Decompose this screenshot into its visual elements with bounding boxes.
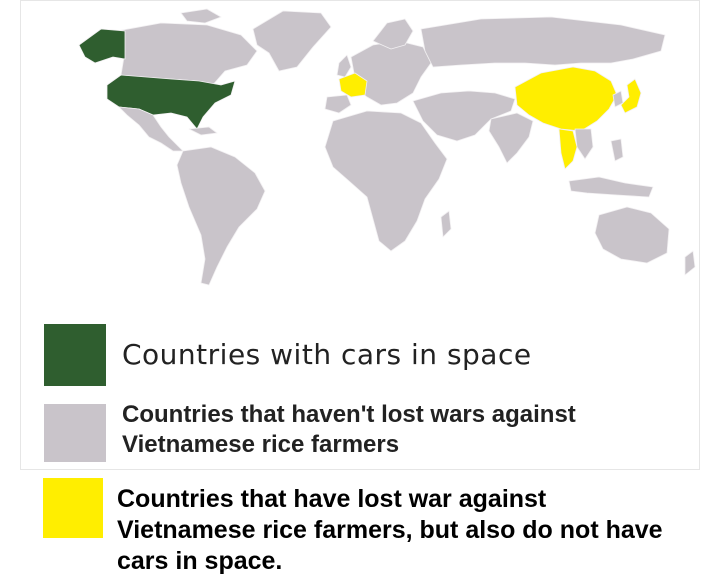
map-australia <box>594 206 670 264</box>
world-map <box>78 8 696 286</box>
map-usa <box>106 74 236 130</box>
legend-label-not-lost: Countries that haven't lost wars against… <box>122 401 576 458</box>
map-china <box>514 66 618 132</box>
map-arctic-islands <box>180 8 222 24</box>
map-madagascar <box>440 210 452 238</box>
map-se-asia <box>574 128 594 160</box>
map-new-zealand <box>684 250 696 276</box>
map-spain <box>324 94 352 114</box>
legend-swatch-gray <box>44 404 106 462</box>
map-panel <box>20 0 700 470</box>
map-caribbean <box>188 126 218 136</box>
legend-row-lost-no-cars: Countries that have lost war against Vie… <box>43 478 677 577</box>
map-uk <box>336 54 352 78</box>
map-south-america <box>176 146 266 286</box>
map-philippines <box>610 138 624 162</box>
legend-row-cars-in-space: Countries with cars in space <box>44 324 532 386</box>
map-france <box>338 72 368 98</box>
map-africa <box>324 110 448 252</box>
legend-swatch-green <box>44 324 106 386</box>
legend-label-lost-no-cars: Countries that have lost war against Vie… <box>117 485 663 575</box>
legend-label-cars-in-space: Countries with cars in space <box>122 338 532 371</box>
map-middle-east <box>412 90 516 142</box>
map-india <box>488 112 534 164</box>
legend-swatch-yellow <box>43 478 103 538</box>
map-alaska <box>78 28 126 64</box>
legend-row-not-lost: Countries that haven't lost wars against… <box>44 401 602 462</box>
map-indonesia <box>568 176 654 198</box>
map-japan <box>620 78 642 114</box>
map-korea <box>612 90 624 108</box>
map-scandinavia <box>372 18 414 50</box>
map-greenland <box>252 10 332 72</box>
map-russia <box>420 16 666 68</box>
map-thailand <box>558 128 578 170</box>
